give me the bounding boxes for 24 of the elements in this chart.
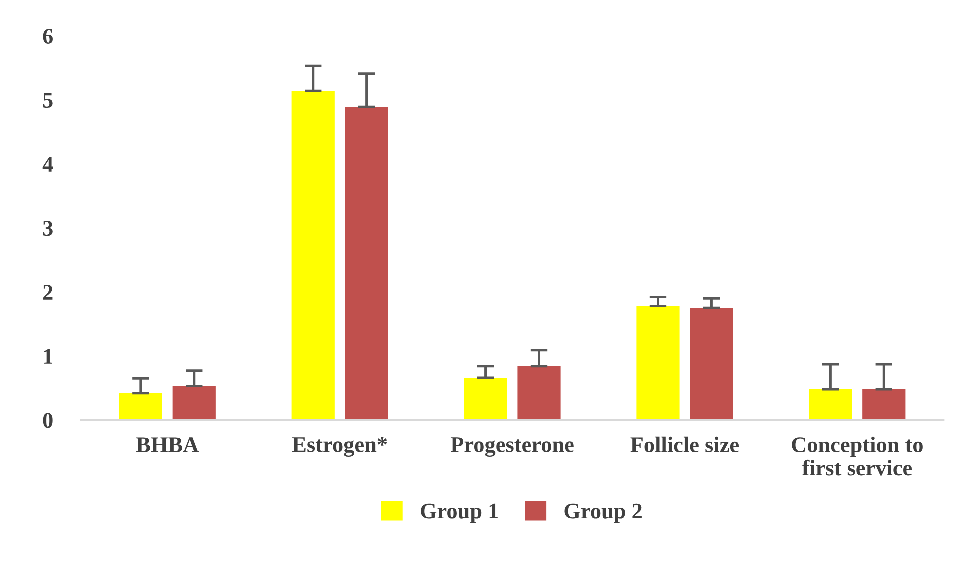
y-tick-label: 2 xyxy=(43,285,53,300)
bar xyxy=(345,107,388,420)
y-tick-label: 1 xyxy=(44,349,53,364)
y-tick-label: 5 xyxy=(43,93,53,108)
x-tick-label: Follicle size xyxy=(630,436,739,453)
legend-label: Group 2 xyxy=(564,504,642,524)
x-tick-label: Progesterone xyxy=(450,438,574,458)
bar xyxy=(636,306,680,420)
y-tick-label: 3 xyxy=(43,221,53,236)
x-tick-label: Estrogen* xyxy=(292,437,388,458)
bar xyxy=(464,378,508,420)
bar xyxy=(690,308,734,420)
bar xyxy=(119,393,162,420)
x-tick-label: Conception to first service xyxy=(792,436,923,476)
bar xyxy=(172,386,216,420)
y-tick-label: 6 xyxy=(43,29,54,44)
bar xyxy=(862,389,906,420)
y-tick-label: 4 xyxy=(42,157,54,172)
y-tick-label: 0 xyxy=(43,413,53,428)
bar xyxy=(292,91,335,420)
bar xyxy=(809,389,852,420)
legend-label: Group 1 xyxy=(421,504,498,524)
x-tick-label: BHBA xyxy=(136,438,199,452)
bar xyxy=(518,366,561,420)
